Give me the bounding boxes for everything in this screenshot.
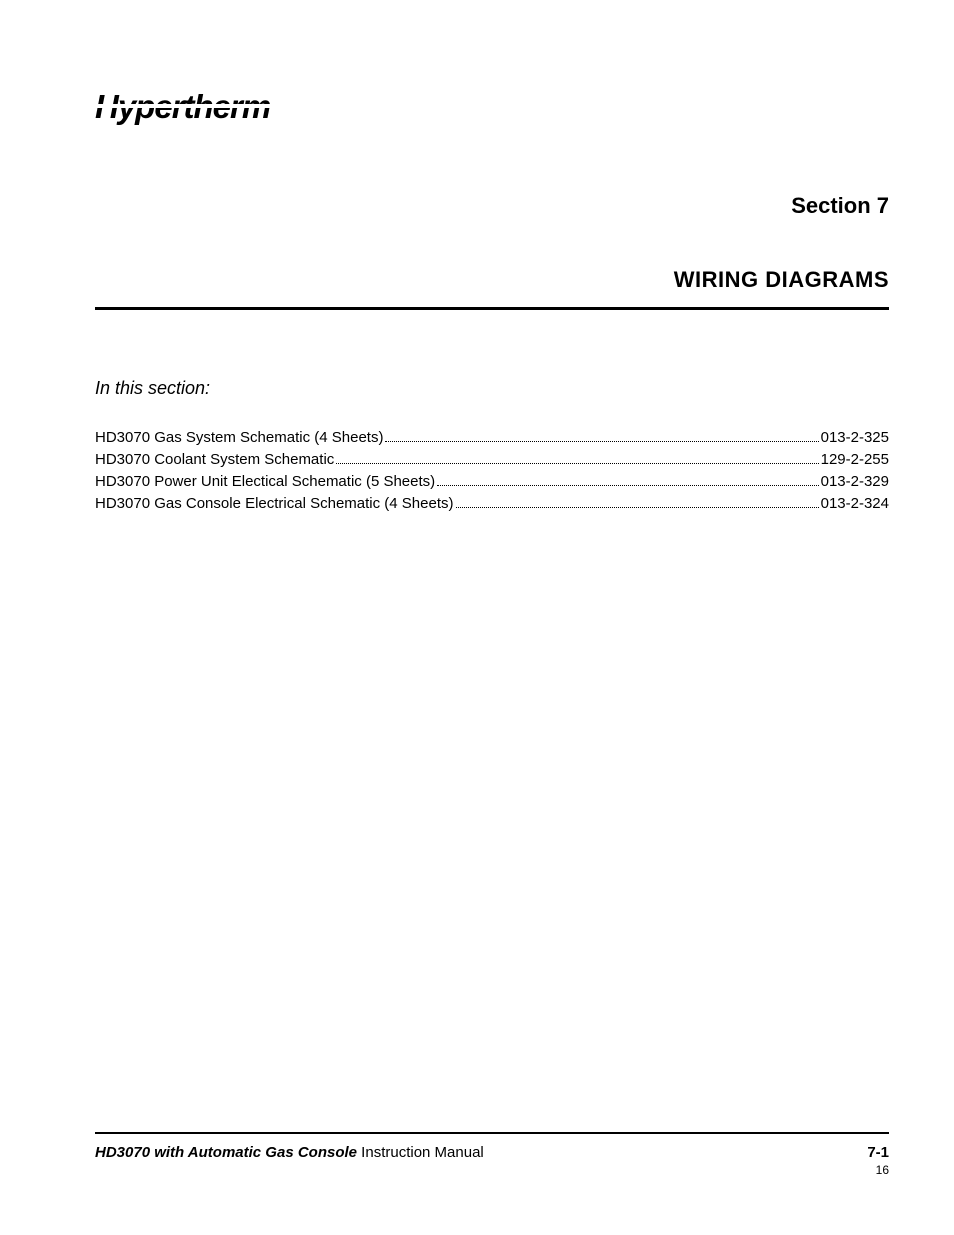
toc-row: HD3070 Gas Console Electrical Schematic …	[95, 493, 889, 514]
toc-leader-dots	[385, 441, 818, 442]
toc-number: 013-2-329	[821, 471, 889, 492]
page-footer: HD3070 with Automatic Gas Console Instru…	[95, 1132, 889, 1177]
footer-small-number: 16	[95, 1163, 889, 1177]
toc-leader-dots	[456, 507, 819, 508]
section-number: Section 7	[95, 193, 889, 219]
toc-label: HD3070 Coolant System Schematic	[95, 449, 334, 470]
footer-product-name: HD3070 with Automatic Gas Console	[95, 1144, 357, 1161]
toc-number: 013-2-325	[821, 427, 889, 448]
toc-label: HD3070 Gas System Schematic (4 Sheets)	[95, 427, 383, 448]
title-divider	[95, 307, 889, 310]
toc-number: 013-2-324	[821, 493, 889, 514]
toc-label: HD3070 Gas Console Electrical Schematic …	[95, 493, 454, 514]
section-title: WIRING DIAGRAMS	[95, 267, 889, 293]
toc-row: HD3070 Power Unit Electical Schematic (5…	[95, 471, 889, 492]
footer-left: HD3070 with Automatic Gas Console Instru…	[95, 1144, 484, 1161]
in-this-section-label: In this section:	[95, 378, 889, 399]
footer-page-number: 7-1	[867, 1144, 889, 1161]
footer-doc-type: Instruction Manual	[357, 1144, 484, 1161]
footer-divider	[95, 1132, 889, 1134]
toc-number: 129-2-255	[821, 449, 889, 470]
toc-label: HD3070 Power Unit Electical Schematic (5…	[95, 471, 435, 492]
brand-logo: Hypertherm	[95, 90, 889, 123]
toc-leader-dots	[336, 463, 818, 464]
table-of-contents: HD3070 Gas System Schematic (4 Sheets) 0…	[95, 427, 889, 514]
toc-leader-dots	[437, 485, 818, 486]
toc-row: HD3070 Gas System Schematic (4 Sheets) 0…	[95, 427, 889, 448]
footer-row: HD3070 with Automatic Gas Console Instru…	[95, 1144, 889, 1161]
toc-row: HD3070 Coolant System Schematic 129-2-25…	[95, 449, 889, 470]
logo-split-line	[95, 104, 305, 108]
